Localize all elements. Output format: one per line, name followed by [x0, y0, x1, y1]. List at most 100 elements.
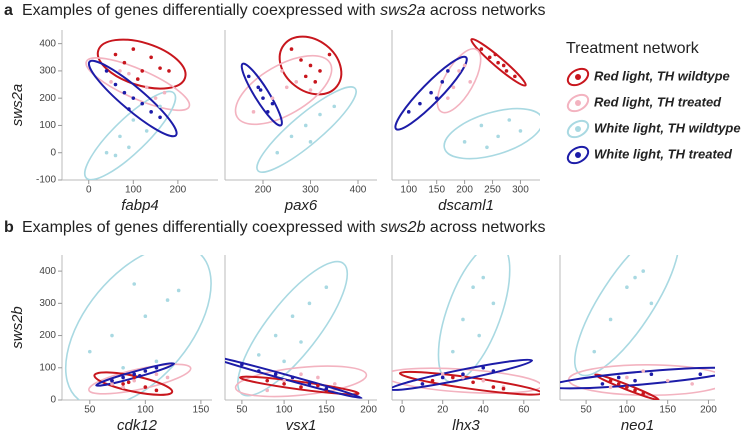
plot-area	[225, 260, 368, 400]
x-tick-label: 0	[399, 405, 405, 416]
title-part: across networks	[425, 219, 545, 236]
confidence-ellipse	[256, 86, 357, 173]
y-tick-label: 0	[50, 395, 56, 406]
y-tick-label: 100	[39, 120, 56, 131]
point	[149, 110, 153, 114]
point	[256, 369, 261, 373]
legend-label: White light, TH treated	[594, 146, 733, 161]
point	[318, 69, 322, 73]
point	[625, 375, 629, 380]
point	[113, 82, 118, 87]
point	[468, 80, 472, 84]
confidence-ellipse	[239, 375, 360, 396]
point	[132, 375, 137, 380]
point	[127, 145, 131, 150]
point	[641, 391, 646, 396]
x-axis-label: neo1	[621, 417, 654, 434]
point	[246, 74, 251, 79]
point	[318, 112, 322, 117]
point	[143, 369, 148, 373]
confidence-ellipse	[240, 62, 283, 127]
point	[649, 372, 654, 377]
point	[144, 129, 149, 133]
point	[104, 150, 109, 155]
point	[126, 380, 131, 385]
panel-label: a	[4, 2, 13, 19]
legend-dot	[575, 74, 581, 80]
point	[121, 365, 125, 370]
x-axis-label: fabp4	[121, 197, 159, 214]
legend-label: Red light, TH treated	[594, 94, 722, 109]
point	[649, 301, 654, 306]
point	[154, 359, 159, 364]
legend-label: White light, TH wildtype	[594, 120, 741, 135]
point	[270, 101, 275, 106]
point	[487, 55, 492, 60]
point	[289, 47, 294, 51]
point	[110, 378, 114, 383]
y-tick-label: 200	[39, 330, 56, 341]
point	[690, 382, 694, 386]
x-tick-label: 20	[437, 405, 449, 416]
point	[127, 71, 131, 76]
point	[122, 60, 127, 65]
point	[240, 362, 244, 367]
legend-label: Red light, TH wildtype	[594, 68, 730, 83]
y-tick-label: 300	[39, 298, 56, 309]
x-tick-label: 150	[193, 405, 210, 416]
x-tick-label: 60	[518, 405, 530, 416]
point	[289, 134, 294, 139]
y-axis-label: sws2a	[9, 84, 26, 127]
point	[446, 96, 450, 100]
point	[493, 52, 498, 57]
title-part: across networks	[425, 2, 545, 19]
point	[299, 340, 303, 344]
panel-label: b	[4, 219, 14, 236]
point	[332, 382, 337, 386]
point	[290, 314, 295, 319]
point	[299, 58, 303, 62]
point	[265, 388, 270, 393]
x-tick-label: 40	[478, 405, 490, 416]
point	[294, 80, 299, 84]
point	[308, 63, 313, 68]
point	[303, 123, 308, 128]
point	[479, 123, 484, 128]
point	[307, 382, 312, 386]
point	[118, 69, 122, 73]
point	[121, 382, 125, 386]
confidence-ellipse	[573, 255, 680, 377]
confidence-ellipse	[470, 38, 527, 87]
point	[132, 372, 137, 377]
point	[316, 375, 320, 380]
x-tick-label: 200	[456, 185, 473, 196]
point	[481, 378, 486, 383]
x-tick-label: 300	[512, 185, 529, 196]
x-tick-label: 400	[350, 185, 367, 196]
point	[507, 118, 512, 122]
point	[299, 385, 303, 389]
legend-dot	[575, 100, 581, 106]
point	[270, 96, 275, 100]
point	[162, 90, 167, 95]
point	[446, 69, 450, 73]
point	[121, 385, 125, 389]
point	[153, 96, 158, 100]
point	[176, 288, 181, 293]
point	[109, 80, 113, 84]
x-tick-label: 200	[360, 405, 377, 416]
point	[282, 359, 286, 364]
x-tick-label: 50	[581, 405, 593, 416]
point	[131, 96, 136, 100]
y-tick-label: 400	[39, 38, 56, 49]
point	[471, 380, 475, 385]
point	[118, 134, 122, 139]
point	[140, 101, 145, 106]
point	[332, 104, 337, 109]
confidence-ellipse	[83, 90, 177, 180]
panel-title: Examples of genes differentially coexpre…	[22, 219, 546, 236]
point	[451, 85, 456, 90]
point	[501, 386, 506, 391]
legend-ellipse	[566, 145, 590, 165]
